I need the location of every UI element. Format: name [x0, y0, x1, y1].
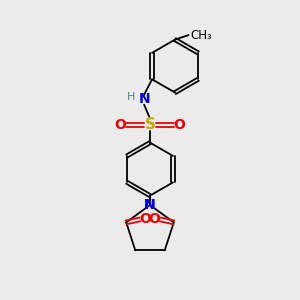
Text: O: O	[173, 118, 185, 132]
Text: CH₃: CH₃	[190, 29, 212, 42]
Text: O: O	[140, 212, 151, 226]
Text: O: O	[149, 212, 161, 226]
Text: S: S	[145, 118, 155, 133]
Text: O: O	[115, 118, 127, 132]
Text: N: N	[144, 198, 156, 212]
Text: N: N	[138, 92, 150, 106]
Text: N: N	[144, 198, 156, 212]
Text: H: H	[126, 92, 135, 102]
